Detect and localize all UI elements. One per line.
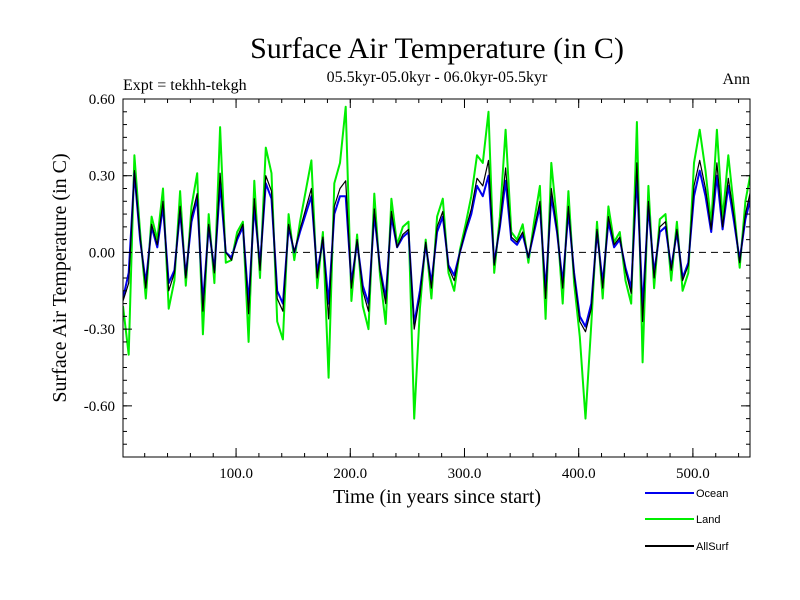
period-label: Ann xyxy=(722,71,750,88)
plot-frame xyxy=(122,98,751,458)
legend-label-land: Land xyxy=(696,514,720,526)
y-axis-label: Surface Air Temperature (in C) xyxy=(49,153,71,402)
x-tick-label: 400.0 xyxy=(562,466,596,482)
x-tick-label: 500.0 xyxy=(676,466,710,482)
series-line-allsurf xyxy=(123,159,750,333)
y-tick-label: -0.60 xyxy=(84,399,115,415)
y-tick-label: -0.30 xyxy=(84,322,115,338)
series-layer xyxy=(123,105,750,420)
y-tick-label: 0.60 xyxy=(89,92,115,108)
experiment-label: Expt = tekhh-tekgh xyxy=(123,77,247,94)
chart-title: Surface Air Temperature (in C) xyxy=(250,32,624,65)
x-tick-label: 200.0 xyxy=(333,466,367,482)
x-axis: 100.0 200.0 300.0 400.0 500.0 xyxy=(144,99,740,482)
legend-label-allsurf: AllSurf xyxy=(696,541,729,553)
legend: Ocean Land AllSurf xyxy=(645,488,729,553)
chart-subtitle: 05.5kyr-05.0kyr - 06.0kyr-05.5kyr xyxy=(327,69,548,86)
x-tick-label: 100.0 xyxy=(219,466,253,482)
y-tick-label: 0.30 xyxy=(89,169,115,185)
series-line-land xyxy=(123,105,750,420)
x-axis-label: Time (in years since start) xyxy=(333,486,541,508)
legend-label-ocean: Ocean xyxy=(696,488,728,500)
x-tick-label: 300.0 xyxy=(448,466,482,482)
y-tick-label: 0.00 xyxy=(89,245,115,261)
y-axis: 0.60 0.30 0.00 -0.30 -0.60 xyxy=(84,92,750,458)
plot-area xyxy=(122,98,751,458)
